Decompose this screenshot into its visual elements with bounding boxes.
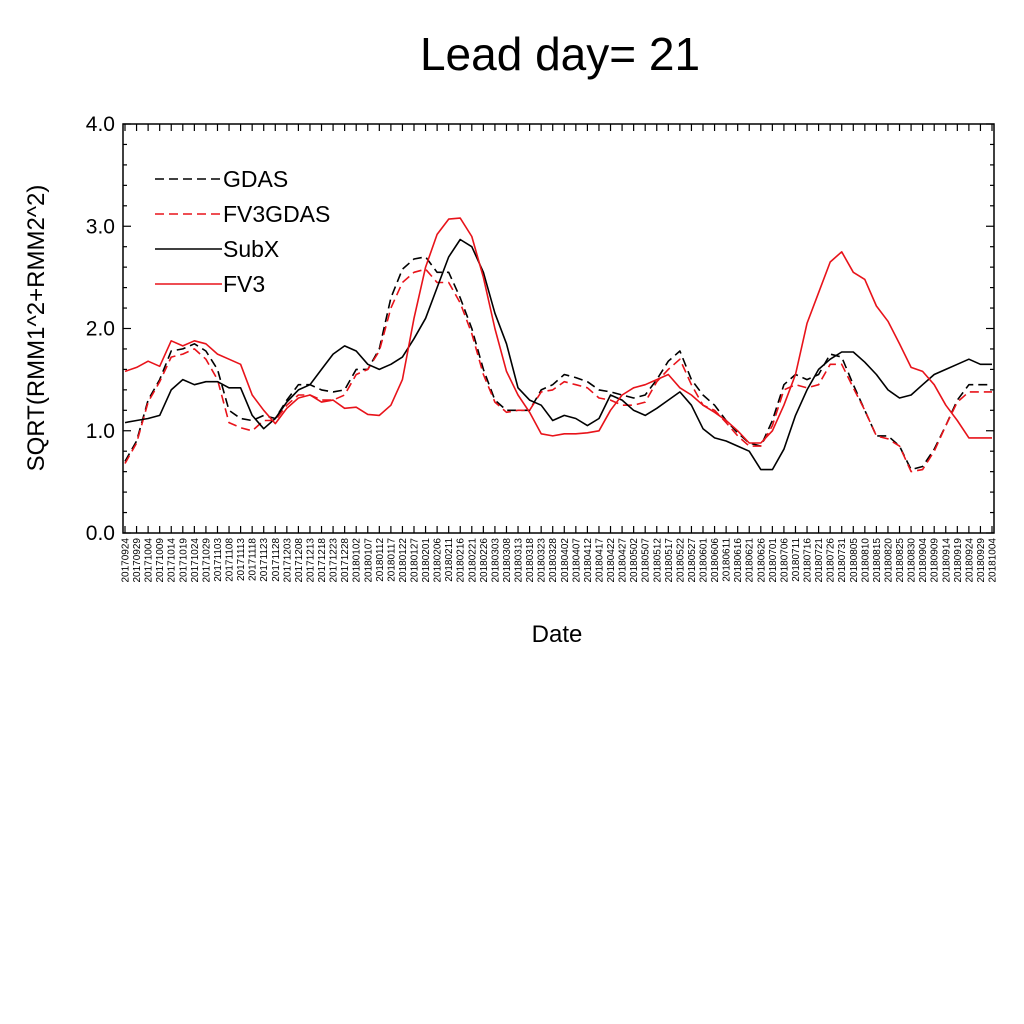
y-tick-label: 0.0 xyxy=(86,522,115,545)
x-tick-label: 20180914 xyxy=(941,538,952,583)
x-tick-label: 20180417 xyxy=(594,538,605,583)
x-tick-label: 20180626 xyxy=(756,538,767,583)
legend-label: FV3GDAS xyxy=(223,201,330,227)
x-axis-label: Date xyxy=(532,621,583,648)
x-tick-label: 20180919 xyxy=(953,538,964,583)
x-tick-label: 20180122 xyxy=(398,538,409,583)
x-tick-label: 20180929 xyxy=(976,538,987,583)
x-tick-label: 20180507 xyxy=(641,538,652,583)
legend-label: SubX xyxy=(223,236,279,262)
x-tick-label: 20180924 xyxy=(964,538,975,583)
legend: GDAS FV3GDAS SubX FV3 xyxy=(155,166,330,297)
x-tick-label: 20180601 xyxy=(699,538,710,583)
x-tick-label: 20171029 xyxy=(201,538,212,583)
x-tick-label: 20180422 xyxy=(606,538,617,583)
x-tick-label: 20171228 xyxy=(340,538,351,583)
x-tick-label: 20180216 xyxy=(456,538,467,583)
x-tick-label: 20180112 xyxy=(375,538,386,582)
x-tick-label: 20171213 xyxy=(305,538,316,583)
x-tick-label: 20180127 xyxy=(410,538,421,583)
chart-title: Lead day= 21 xyxy=(420,28,700,80)
x-tick-label: 20180805 xyxy=(849,538,860,583)
x-tick-label: 20180512 xyxy=(652,538,663,583)
x-tick-label: 20180318 xyxy=(525,538,536,583)
x-tick-label: 20180427 xyxy=(618,538,629,583)
x-tick-label: 20180407 xyxy=(571,538,582,583)
series-line-fv3gdas xyxy=(124,268,992,473)
x-tick-label: 20180909 xyxy=(930,538,941,583)
x-tick-label: 20180308 xyxy=(502,538,513,583)
x-tick-label: 20180323 xyxy=(537,538,548,583)
x-tick-label: 20180904 xyxy=(918,538,929,583)
x-tick-label: 20180517 xyxy=(664,538,675,583)
plot-frame xyxy=(122,123,995,534)
x-tick-label: 20171123 xyxy=(259,538,270,582)
x-tick-label: 20180412 xyxy=(583,538,594,583)
x-tick-label: 20171014 xyxy=(167,538,178,583)
x-tick-label: 20180825 xyxy=(895,538,906,583)
x-tick-label: 20180616 xyxy=(733,538,744,583)
x-tick-label: 20180706 xyxy=(779,538,790,583)
x-tick-label: 20180830 xyxy=(907,538,918,583)
series-line-subx xyxy=(124,238,992,471)
x-tick-label: 20180701 xyxy=(768,538,779,583)
x-tick-label: 20180621 xyxy=(745,538,756,583)
legend-label: GDAS xyxy=(223,166,288,192)
x-tick-label: 20180211 xyxy=(444,538,455,582)
x-tick-label: 20171108 xyxy=(225,538,236,582)
x-tick-label: 20171128 xyxy=(271,538,282,582)
x-tick-label: 20180810 xyxy=(860,538,871,583)
x-tick-label: 20171019 xyxy=(178,538,189,583)
x-tick-label: 20180102 xyxy=(352,538,363,583)
y-tick-label: 2.0 xyxy=(86,318,115,341)
x-tick-label: 20171203 xyxy=(282,538,293,583)
x-tick-label: 20180731 xyxy=(837,538,848,583)
x-tick-label: 20180606 xyxy=(710,538,721,583)
series-line-fv3 xyxy=(124,217,992,444)
x-tick-label: 20181004 xyxy=(988,538,999,583)
x-tick-label: 20180611 xyxy=(722,538,733,582)
x-tick-label: 20180206 xyxy=(433,538,444,583)
x-tick-label: 20180201 xyxy=(421,538,432,583)
x-tick-label: 20170929 xyxy=(132,538,143,583)
y-axis-label: SQRT(RMM1^2+RMM2^2) xyxy=(23,185,50,472)
legend-label: FV3 xyxy=(223,271,265,297)
x-tick-label: 20171024 xyxy=(190,538,201,583)
x-tick-label: 20180716 xyxy=(803,538,814,583)
y-tick-label: 3.0 xyxy=(86,215,115,238)
x-tick-label: 20171208 xyxy=(294,538,305,583)
x-tick-label: 20171004 xyxy=(144,538,155,583)
x-tick-label: 20180815 xyxy=(872,538,883,583)
x-tick-label: 20180328 xyxy=(548,538,559,583)
x-tick-label: 20180303 xyxy=(490,538,501,583)
x-tick-label: 20171113 xyxy=(236,538,247,581)
x-tick-label: 20171218 xyxy=(317,538,328,583)
x-tick-label: 20171118 xyxy=(248,538,259,581)
x-tick-label: 20171223 xyxy=(329,538,340,583)
y-tick-label: 4.0 xyxy=(86,113,115,136)
x-tick-label: 20180522 xyxy=(675,538,686,583)
x-tick-label: 20180726 xyxy=(826,538,837,583)
x-tick-label: 20180117 xyxy=(386,538,397,582)
series-lines xyxy=(124,217,992,473)
x-tick-label: 20180107 xyxy=(363,538,374,583)
x-tick-label: 20180221 xyxy=(467,538,478,583)
x-tick-label: 20180820 xyxy=(883,538,894,583)
x-tick-label: 20180313 xyxy=(514,538,525,583)
x-tick-label: 20171009 xyxy=(155,538,166,583)
x-tick-label: 20180226 xyxy=(479,538,490,583)
x-tick-label: 20180402 xyxy=(560,538,571,583)
x-tick-label: 20180721 xyxy=(814,538,825,583)
x-tick-label: 20171103 xyxy=(213,538,224,582)
x-tick-label: 20180711 xyxy=(791,538,802,582)
x-tick-label: 20170924 xyxy=(121,538,132,583)
y-tick-label: 1.0 xyxy=(86,420,115,443)
x-tick-label: 20180527 xyxy=(687,538,698,583)
x-tick-label: 20180502 xyxy=(629,538,640,583)
